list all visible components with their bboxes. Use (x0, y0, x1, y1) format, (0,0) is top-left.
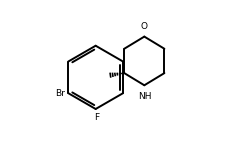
Text: F: F (94, 113, 99, 122)
Text: NH: NH (138, 92, 152, 101)
Text: Br: Br (55, 89, 65, 98)
Text: O: O (141, 21, 148, 30)
